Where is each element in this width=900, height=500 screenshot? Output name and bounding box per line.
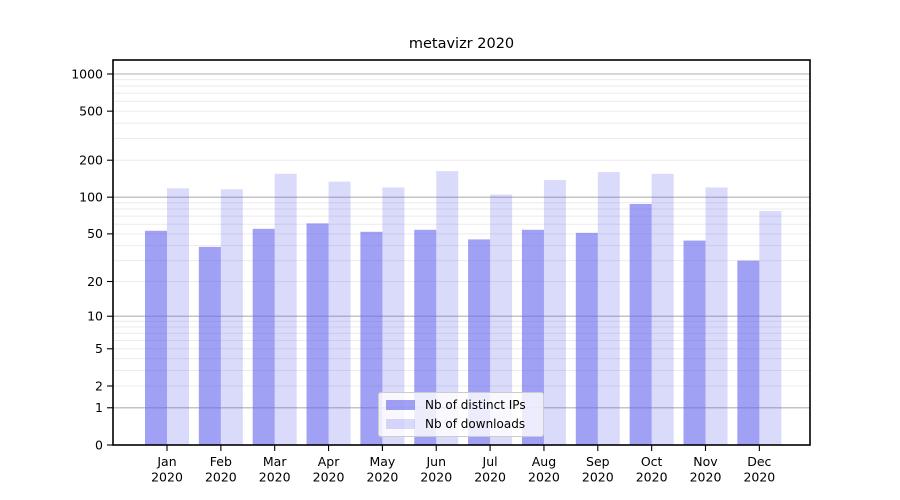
x-tick-label: Mar 2020 [259, 454, 291, 485]
x-tick-label: Jan 2020 [151, 454, 183, 485]
x-tick-label: Dec 2020 [743, 454, 775, 485]
y-tick-label: 5 [95, 341, 103, 356]
bar-distinct-ips [145, 230, 167, 445]
bar-distinct-ips [414, 229, 437, 445]
y-tick-label: 1000 [71, 66, 103, 81]
x-tick-label: Aug 2020 [528, 454, 560, 485]
bar-distinct-ips [521, 229, 544, 445]
legend-swatch [386, 419, 415, 429]
y-tick-label: 10 [87, 309, 103, 324]
legend: Nb of distinct IPs Nb of downloads [378, 392, 544, 437]
bar-distinct-ips [360, 231, 383, 445]
y-tick-label: 20 [87, 274, 103, 289]
y-tick-label: 50 [87, 226, 103, 241]
bar-downloads [651, 173, 674, 446]
x-tick-label: Jun 2020 [420, 454, 452, 485]
bar-downloads [490, 194, 513, 445]
y-tick-label: 100 [79, 189, 103, 204]
legend-swatch [386, 400, 415, 410]
bar-distinct-ips [575, 232, 598, 445]
y-tick-label: 200 [79, 153, 103, 168]
legend-row: Nb of downloads [386, 417, 543, 432]
bar-downloads [543, 180, 566, 445]
bar-downloads [220, 189, 243, 445]
legend-label: Nb of distinct IPs [425, 398, 526, 412]
plot-border [112, 59, 811, 446]
y-tick-label: 500 [79, 103, 103, 118]
bar-downloads [759, 211, 782, 445]
x-tick-label: Nov 2020 [690, 454, 722, 485]
bar-downloads [274, 173, 297, 446]
x-tick-label: May 2020 [366, 454, 398, 485]
bar-downloads [705, 187, 728, 446]
bar-downloads [328, 181, 351, 445]
bar-distinct-ips [198, 246, 221, 445]
legend-label: Nb of downloads [425, 417, 526, 431]
bar-distinct-ips [252, 228, 275, 445]
bar-downloads [597, 172, 620, 446]
x-tick-label: Feb 2020 [205, 454, 237, 485]
x-tick-label: Jul 2020 [474, 454, 506, 485]
chart-title: metavizr 2020 [408, 36, 515, 52]
bar-distinct-ips [306, 223, 329, 445]
bar-distinct-ips [683, 240, 706, 445]
x-tick-label: Oct 2020 [636, 454, 668, 485]
bar-distinct-ips [629, 203, 652, 445]
y-tick-label: 1 [95, 400, 103, 415]
bar-distinct-ips [737, 260, 760, 445]
bar-downloads [382, 187, 405, 446]
bar-downloads [167, 188, 189, 446]
y-tick-label: 0 [95, 437, 103, 452]
bar-downloads [436, 171, 459, 445]
x-tick-label: Sep 2020 [582, 454, 614, 485]
legend-row: Nb of distinct IPs [386, 398, 543, 413]
x-tick-label: Apr 2020 [313, 454, 345, 485]
y-tick-label: 2 [95, 378, 103, 393]
